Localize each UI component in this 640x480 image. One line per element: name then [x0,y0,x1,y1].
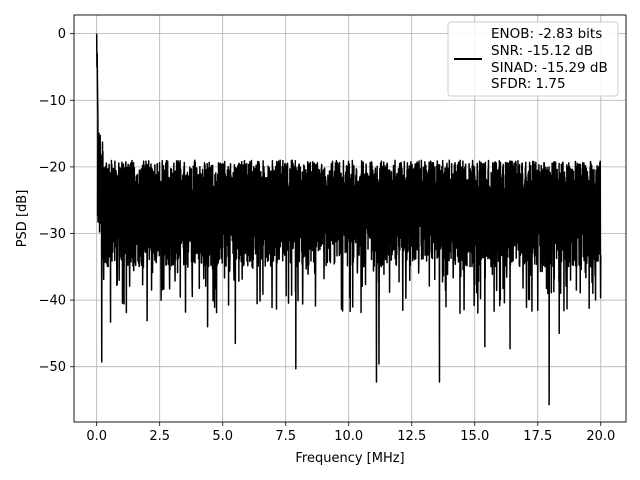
legend-entry-sinad: SINAD: -15.29 dB [491,60,608,76]
x-tick-label: 2.5 [149,429,170,444]
y-tick-label: −20 [39,160,66,175]
psd-line [95,33,602,406]
y-tick-label: −10 [39,94,66,109]
x-tick-label: 15.0 [460,429,489,444]
y-tick-label: −40 [39,294,66,309]
x-tick-label: 7.5 [275,429,296,444]
legend-entry-enob: ENOB: -2.83 bits [491,26,602,42]
x-axis-label: Frequency [MHz] [295,451,404,466]
y-axis-label: PSD [dB] [15,190,30,248]
x-tick-label: 10.0 [334,429,363,444]
legend-box [447,21,619,97]
legend: ENOB: -2.83 bits SNR: -15.12 dB SINAD: -… [447,21,619,97]
plot-frame [73,14,627,423]
x-tick-label: 17.5 [523,429,552,444]
y-axis-ticks: 0 −10 −20 −30 −40 −50 [39,27,74,375]
legend-entry-snr: SNR: -15.12 dB [491,43,593,59]
psd-series [95,33,602,406]
x-tick-label: 0.0 [86,429,107,444]
y-tick-label: 0 [58,27,66,42]
x-axis-ticks: 0.0 2.5 5.0 7.5 10.0 12.5 15.0 17.5 20.0 [86,422,615,444]
y-tick-label: −50 [39,360,66,375]
x-tick-label: 20.0 [586,429,615,444]
y-tick-label: −30 [39,227,66,242]
legend-entry-sfdr: SFDR: 1.75 [491,76,566,92]
x-tick-label: 5.0 [212,429,233,444]
x-tick-label: 12.5 [397,429,426,444]
